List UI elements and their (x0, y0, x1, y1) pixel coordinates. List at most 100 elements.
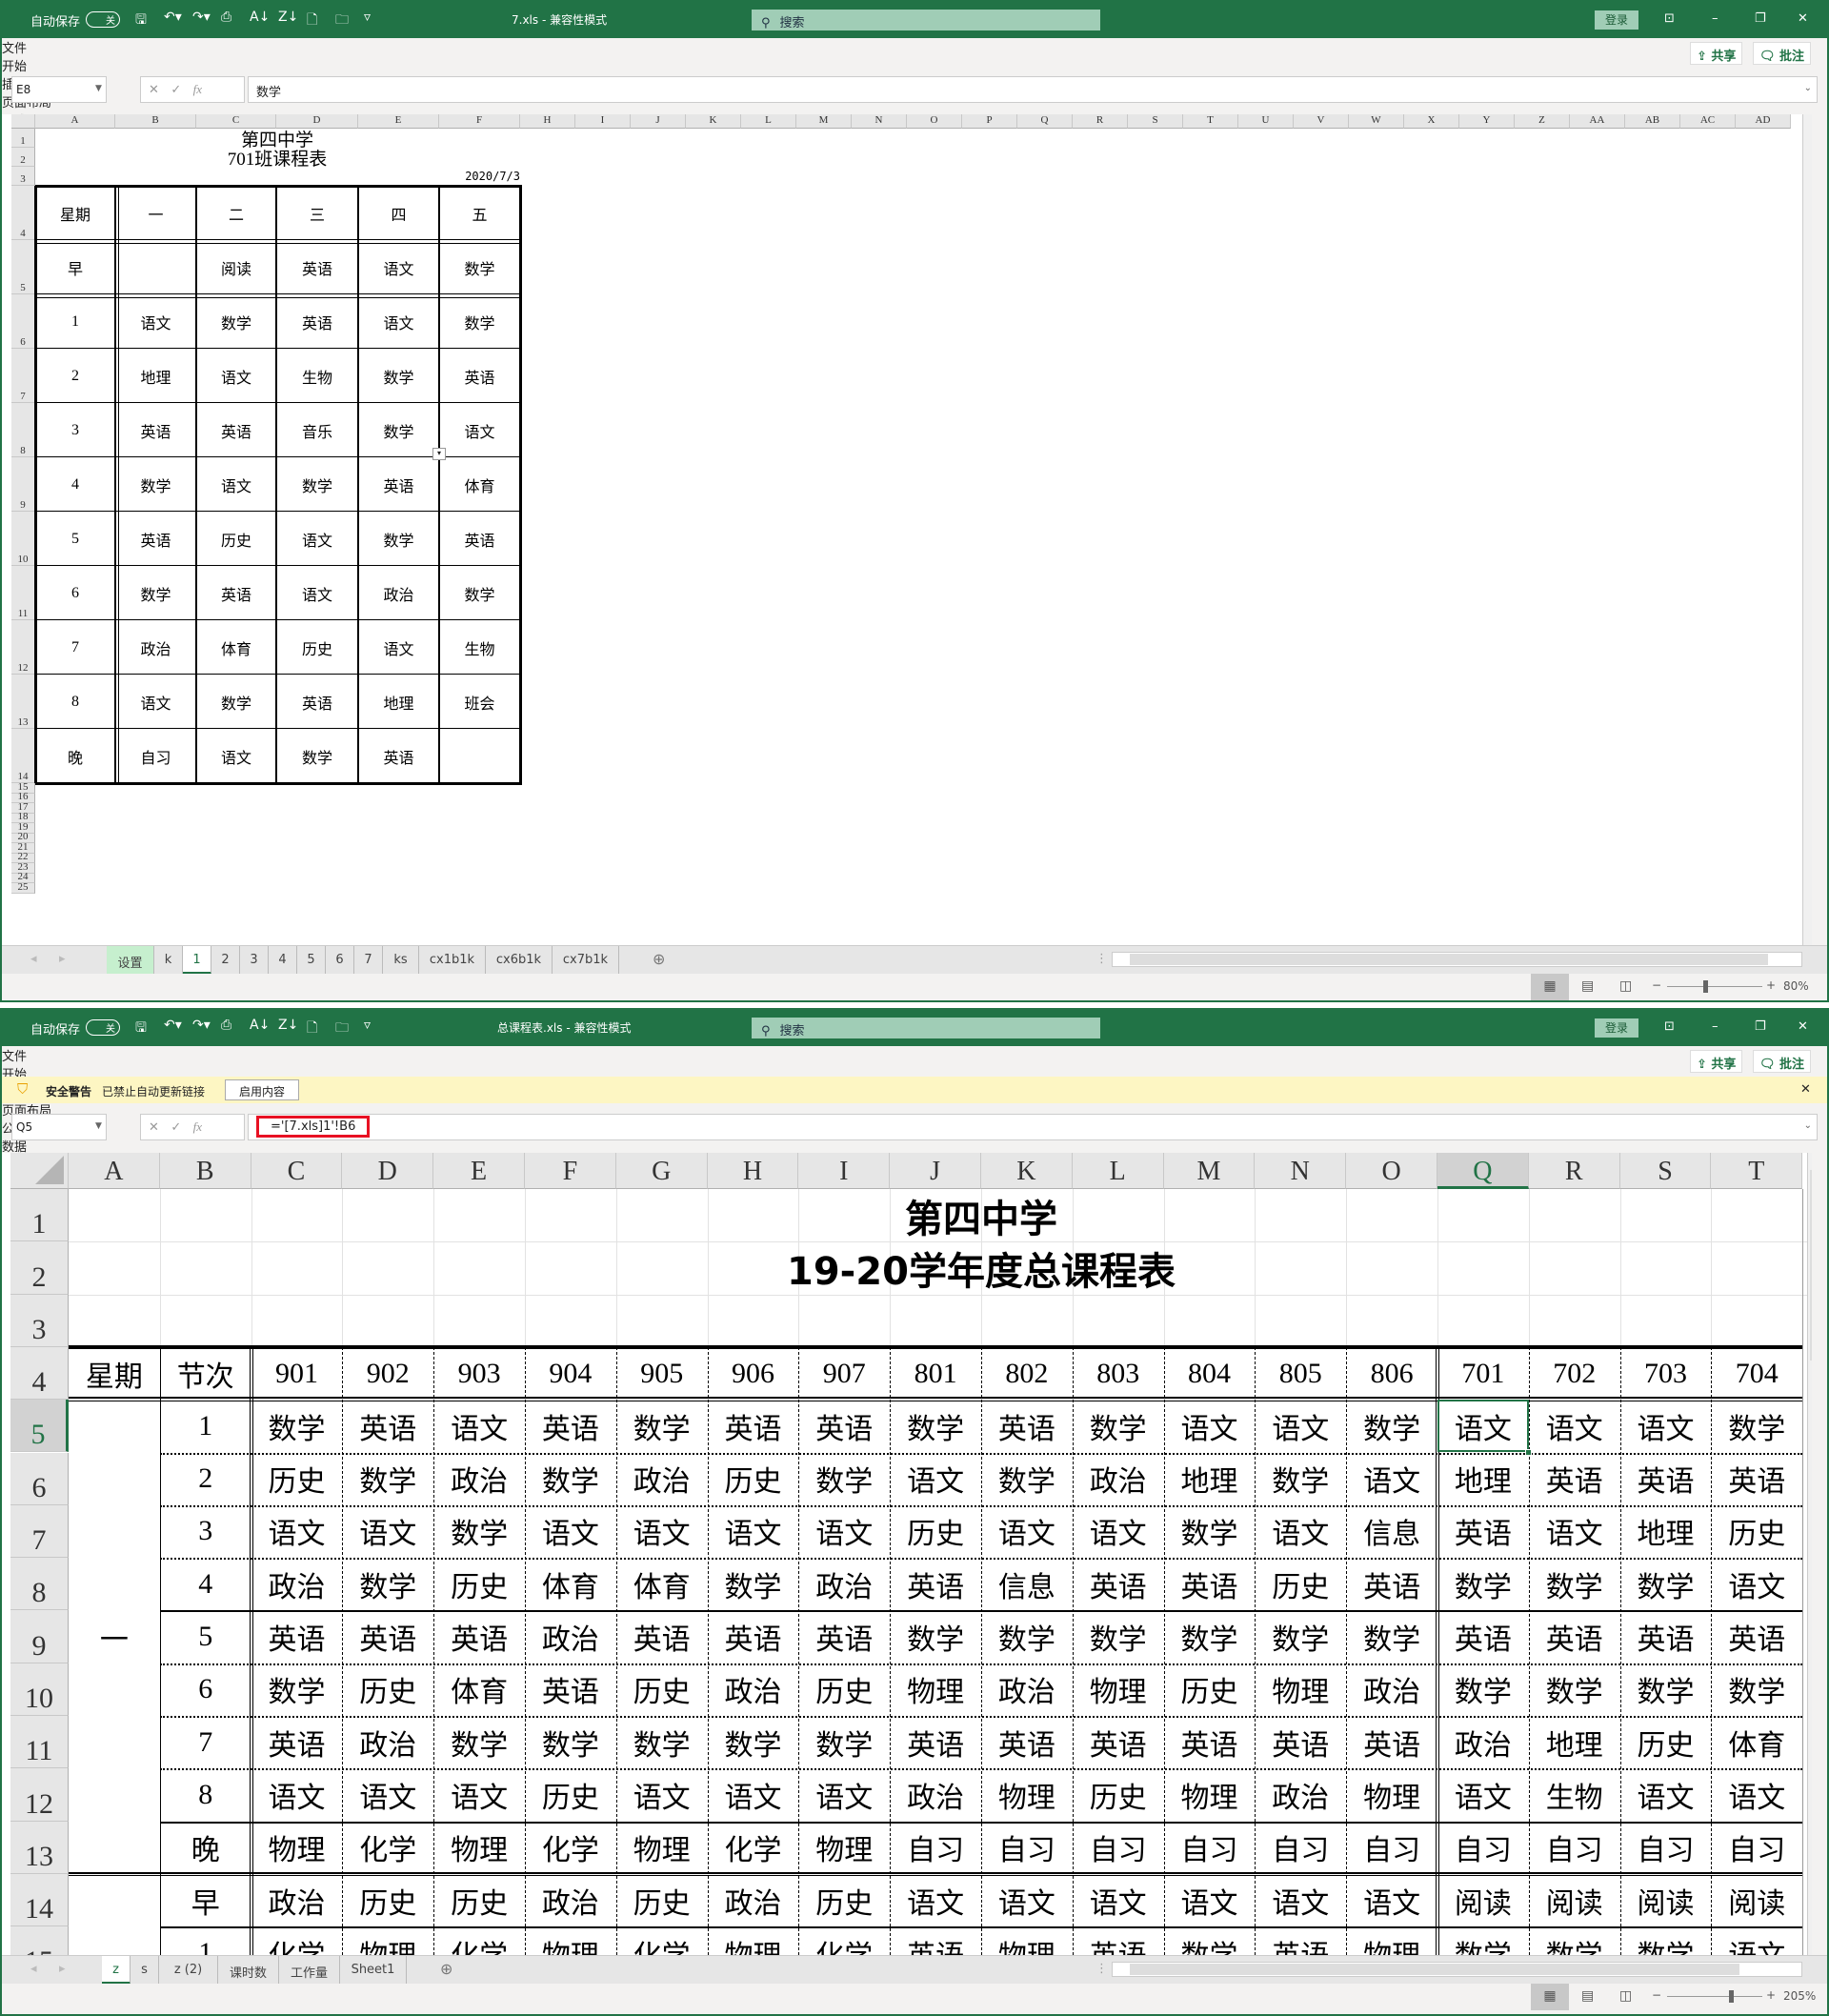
schedule-cell[interactable] (115, 240, 196, 294)
column-header-O[interactable]: O (1346, 1153, 1437, 1189)
period-label[interactable]: 8 (71, 693, 79, 710)
schedule-cell[interactable]: 历史 (301, 641, 332, 658)
page-break-view-icon[interactable]: ◫ (1619, 1988, 1633, 2004)
period-label[interactable]: 7 (198, 1725, 213, 1758)
schedule-cell[interactable]: 地理 (1180, 1466, 1238, 1499)
row-header-4[interactable]: 4 (11, 186, 35, 240)
column-header-J[interactable]: J (890, 1153, 981, 1189)
row-header-14[interactable]: 14 (10, 1873, 69, 1927)
sheet-tab-7[interactable]: 6 (326, 946, 354, 975)
expand-formula-bar-icon[interactable]: ⌄ (1803, 83, 1812, 93)
schedule-cell[interactable]: 数学 (1272, 1624, 1330, 1657)
period-label[interactable]: 3 (198, 1515, 213, 1547)
column-header-B[interactable]: B (159, 1153, 251, 1189)
column-header-T[interactable]: T (1711, 1153, 1803, 1189)
schedule-cell[interactable]: 英语 (907, 1571, 965, 1603)
schedule-cell[interactable]: 政治 (359, 1729, 417, 1762)
column-header-X[interactable]: X (1404, 114, 1459, 129)
sort-desc-icon[interactable]: Z↓ (278, 10, 299, 25)
column-header-I[interactable]: I (798, 1153, 891, 1189)
schedule-cell[interactable]: 物理 (997, 1782, 1055, 1814)
ribbon-display-options-icon[interactable]: ⊡ (1664, 1019, 1675, 1034)
schedule-cell[interactable]: 语文 (997, 1887, 1055, 1920)
schedule-cell[interactable]: 英语 (907, 1729, 965, 1762)
schedule-cell[interactable]: 数学 (815, 1466, 874, 1499)
name-box-dropdown-icon[interactable]: ▼ (95, 1121, 102, 1131)
schedule-cell[interactable]: 语文 (268, 1519, 326, 1551)
schedule-cell[interactable]: 数学 (541, 1729, 599, 1762)
row-header-9[interactable]: 9 (10, 1610, 69, 1663)
column-header-B[interactable]: B (115, 114, 196, 129)
tab-split-handle[interactable]: ⋮ (1095, 1962, 1108, 1976)
schedule-cell[interactable]: 语文 (383, 261, 414, 278)
schedule-cell[interactable]: 地理 (1545, 1729, 1603, 1762)
schedule-cell[interactable]: 政治 (1089, 1466, 1147, 1499)
row-header-20[interactable]: 20 (11, 831, 35, 843)
schedule-cell[interactable]: 数学 (464, 261, 495, 278)
schedule-cell[interactable]: 数学 (1363, 1413, 1421, 1445)
row-header-13[interactable]: 13 (11, 675, 35, 729)
row-header-21[interactable]: 21 (11, 841, 35, 854)
column-header-S[interactable]: S (1619, 1153, 1712, 1189)
schedule-cell[interactable]: 班会 (464, 696, 495, 713)
schedule-cell[interactable]: 化学 (798, 1926, 890, 1955)
cancel-icon[interactable]: ✕ (149, 1120, 159, 1135)
zoom-in-button[interactable]: + (1766, 978, 1777, 992)
schedule-cell[interactable]: 数学 (1728, 1413, 1786, 1445)
schedule-cell[interactable]: 生物 (301, 370, 332, 387)
column-header-M[interactable]: M (1163, 1153, 1256, 1189)
enter-icon[interactable]: ✓ (171, 83, 182, 97)
schedule-cell[interactable]: 语文 (815, 1519, 874, 1551)
schedule-cell[interactable]: 语文 (359, 1782, 417, 1814)
schedule-cell[interactable]: 历史 (1637, 1729, 1695, 1762)
schedule-cell[interactable]: 语文 (1728, 1782, 1786, 1814)
enable-content-button[interactable]: 启用内容 (225, 1079, 300, 1100)
enter-icon[interactable]: ✓ (171, 1120, 182, 1135)
column-header-A[interactable]: A (69, 1153, 160, 1189)
column-header-S[interactable]: S (1128, 114, 1183, 129)
schedule-cell[interactable]: 英语 (1454, 1519, 1512, 1551)
autosave-toggle[interactable]: 关 (86, 1019, 120, 1036)
column-header-D[interactable]: D (342, 1153, 434, 1189)
scroll-tabs-right-icon[interactable]: ▸ (59, 1962, 66, 1976)
schedule-cell[interactable]: 体育 (464, 478, 495, 495)
tab-split-handle[interactable]: ⋮ (1095, 952, 1108, 966)
zoom-level[interactable]: 80% (1783, 979, 1809, 993)
schedule-cell[interactable]: 政治 (724, 1887, 782, 1920)
schedule-cell[interactable]: 物理 (525, 1926, 616, 1955)
add-sheet-icon[interactable]: ⊕ (653, 950, 666, 968)
close-security-bar-icon[interactable]: ✕ (1800, 1082, 1811, 1097)
login-button[interactable]: 登录 (1595, 1018, 1638, 1038)
schedule-cell[interactable]: 自习 (1728, 1835, 1786, 1867)
schedule-cell[interactable]: 体育 (1728, 1729, 1786, 1762)
schedule-cell[interactable]: 语文 (1545, 1519, 1603, 1551)
column-header-E[interactable]: E (433, 1153, 525, 1189)
sheet-tab-4[interactable]: 3 (240, 946, 269, 975)
schedule-cell[interactable]: 英语 (451, 1624, 509, 1657)
ribbon-display-options-icon[interactable]: ⊡ (1664, 11, 1675, 26)
row-header-18[interactable]: 18 (11, 811, 35, 823)
schedule-cell[interactable]: 语文 (220, 370, 251, 387)
undo-icon[interactable]: ↶▾ (164, 10, 182, 25)
column-header-I[interactable]: I (575, 114, 631, 129)
schedule-cell[interactable]: 数学 (1620, 1926, 1712, 1955)
minimize-icon[interactable]: – (1712, 1019, 1718, 1034)
schedule-cell[interactable]: 物理 (1346, 1926, 1437, 1955)
schedule-cell[interactable]: 数学 (464, 315, 495, 333)
menu-1[interactable]: 开始 (2, 60, 28, 74)
schedule-cell[interactable]: 历史 (451, 1571, 509, 1603)
zoom-out-button[interactable]: − (1652, 1988, 1662, 2002)
schedule-cell[interactable]: 英语 (1363, 1571, 1421, 1603)
new-file-icon[interactable]: 🗋 (307, 1020, 318, 1036)
schedule-cell[interactable]: 英语 (383, 478, 414, 495)
name-box[interactable]: Q5 (11, 1114, 107, 1140)
schedule-cell[interactable]: 语文 (383, 641, 414, 658)
schedule-cell[interactable]: 政治 (268, 1887, 326, 1920)
column-header-C[interactable]: C (251, 1153, 343, 1189)
search-box[interactable]: ⚲ 搜索 (752, 1018, 1100, 1038)
formula-input[interactable]: 数学 (248, 76, 1818, 103)
schedule-cell[interactable]: 数学 (1363, 1624, 1421, 1657)
row-header-15[interactable]: 15 (11, 781, 35, 794)
sheet-tab-4[interactable]: 工作量 (279, 1956, 340, 1985)
schedule-cell[interactable]: 数学 (997, 1466, 1055, 1499)
